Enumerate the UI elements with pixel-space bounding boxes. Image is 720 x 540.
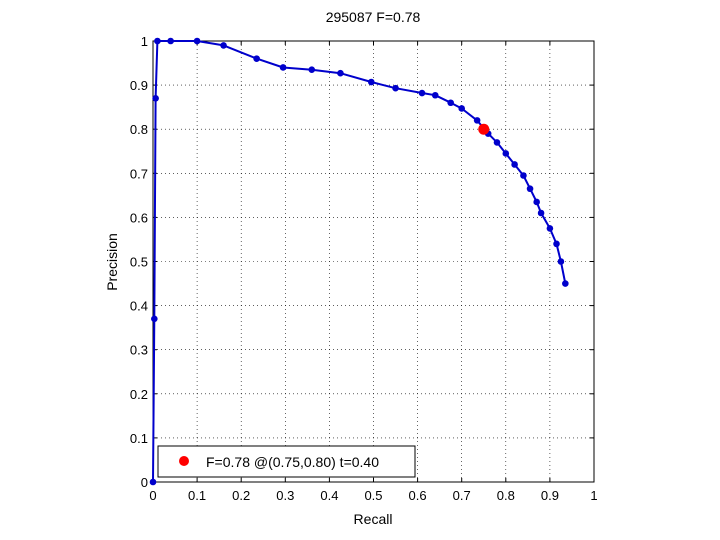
data-point — [520, 172, 527, 179]
chart-title: 295087 F=0.78 — [326, 9, 421, 25]
y-tick-label: 1 — [141, 34, 148, 49]
x-tick-label: 0.8 — [497, 488, 515, 503]
x-tick-label: 0.2 — [232, 488, 250, 503]
y-tick-label: 0.9 — [130, 78, 148, 93]
x-tick-label: 0.3 — [276, 488, 294, 503]
y-tick-label: 0.3 — [130, 343, 148, 358]
x-tick-label: 0.5 — [364, 488, 382, 503]
data-point — [537, 209, 545, 217]
data-point — [502, 150, 510, 157]
data-point — [562, 280, 569, 287]
data-point — [458, 105, 466, 112]
data-point — [533, 198, 540, 206]
data-point — [279, 64, 287, 71]
x-tick-label: 0.7 — [453, 488, 471, 503]
data-point — [167, 37, 174, 45]
data-point — [152, 95, 159, 102]
data-point — [493, 139, 501, 146]
data-point — [367, 78, 375, 86]
highlight-group — [478, 123, 490, 135]
series-line — [152, 40, 567, 483]
data-point — [337, 69, 344, 77]
data-point — [546, 225, 554, 232]
grid — [153, 41, 594, 482]
data-point — [431, 91, 439, 99]
data-point — [553, 240, 560, 248]
data-point — [526, 185, 534, 193]
best-f-point — [478, 123, 490, 135]
data-point — [557, 258, 565, 265]
data-point — [220, 42, 227, 49]
data-point — [193, 37, 201, 45]
x-tick-label: 0 — [149, 488, 156, 503]
y-tick-label: 0 — [141, 475, 148, 490]
y-ticks: 0 0.1 0.2 0.3 0.4 0.5 0.6 0.7 0.8 0.9 1 — [130, 34, 594, 490]
x-tick-label: 0.6 — [409, 488, 427, 503]
y-tick-label: 0.5 — [130, 255, 148, 270]
data-point — [418, 89, 426, 97]
data-point — [473, 117, 481, 124]
legend-text: F=0.78 @(0.75,0.80) t=0.40 — [206, 454, 379, 470]
y-tick-label: 0.6 — [130, 210, 148, 225]
y-tick-label: 0.8 — [130, 122, 148, 137]
legend-marker — [179, 456, 189, 466]
data-point — [392, 84, 399, 92]
data-point — [149, 478, 157, 486]
x-axis-label: Recall — [354, 511, 393, 527]
legend-box — [157, 445, 416, 478]
x-tick-label: 0.4 — [320, 488, 338, 503]
x-tick-label: 0.1 — [188, 488, 206, 503]
x-ticks: 0 0.1 0.2 0.3 0.4 0.5 0.6 0.7 0.8 0.9 1 — [149, 41, 598, 503]
data-point — [151, 315, 158, 323]
y-axis-label: Precision — [104, 233, 120, 291]
series-group — [149, 37, 569, 486]
x-tick-label: 0.9 — [541, 488, 559, 503]
y-tick-label: 0.7 — [130, 166, 148, 181]
data-point — [154, 37, 161, 45]
y-tick-label: 0.2 — [130, 387, 148, 402]
data-point — [253, 55, 260, 62]
data-point — [511, 161, 518, 168]
data-point — [447, 99, 454, 107]
x-tick-label: 1 — [590, 488, 597, 503]
y-tick-label: 0.1 — [130, 431, 148, 446]
data-point — [308, 66, 316, 73]
legend: F=0.78 @(0.75,0.80) t=0.40 — [157, 445, 416, 478]
y-tick-label: 0.4 — [130, 299, 148, 314]
